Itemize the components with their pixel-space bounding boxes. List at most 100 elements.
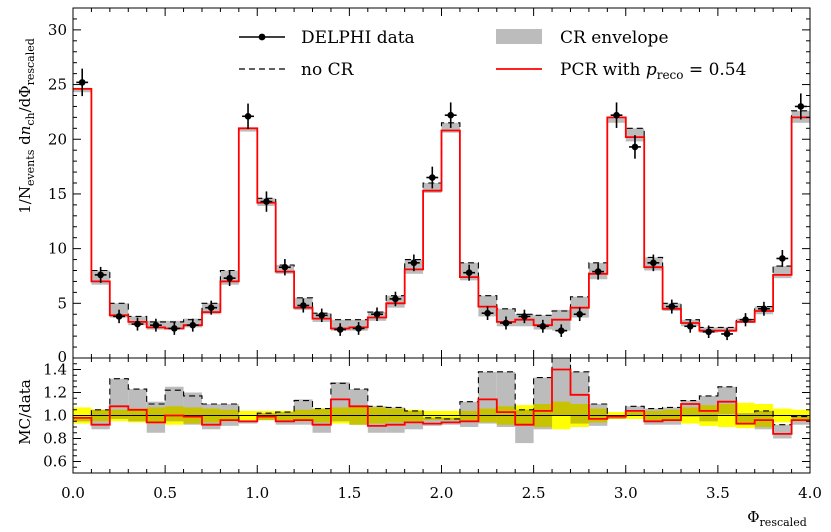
bottom-envelope-bin: [109, 378, 129, 419]
band-envelope-overlap-bin: [699, 405, 718, 422]
bottom-envelope-bin: [441, 417, 460, 425]
legend-item-no-cr: no CR: [239, 60, 355, 80]
x-tick-label: 1.0: [245, 484, 269, 502]
data-point: [355, 325, 362, 332]
top-pcr-layer: [73, 88, 810, 332]
data-point: [373, 310, 381, 318]
bottom-no-cr-line: [73, 357, 810, 426]
data-point: [723, 330, 731, 338]
data-point: [263, 198, 270, 205]
top-y-tick-label: 15: [48, 185, 67, 203]
data-point: [613, 111, 620, 119]
band-envelope-overlap-bin: [441, 417, 460, 421]
bottom-envelope-bin: [423, 417, 442, 426]
data-point: [300, 302, 307, 309]
band-envelope-overlap-bin: [275, 412, 295, 421]
legend-item-cr-envelope: CR envelope: [496, 28, 669, 48]
band-envelope-overlap-bin: [681, 407, 700, 417]
data-point: [686, 322, 694, 330]
data-point: [244, 112, 252, 120]
band-envelope-overlap-bin: [552, 401, 571, 416]
data-point: [392, 295, 399, 303]
band-envelope-overlap-bin: [330, 407, 350, 422]
data-point: [115, 313, 123, 320]
data-point: [428, 174, 436, 181]
bottom-y-tick-label: 0.6: [43, 453, 67, 471]
legend-item-delphi-data: DELPHI data: [239, 28, 415, 48]
bottom-y-axis-label: MC/data: [16, 379, 34, 444]
data-point: [189, 321, 197, 329]
bottom-y-tick-label: 0.8: [43, 430, 67, 448]
data-point: [631, 143, 639, 151]
bottom-pcr-layer: [73, 368, 810, 435]
bottom-y-tick-label: 1.2: [43, 384, 67, 402]
data-point: [779, 255, 786, 262]
data-point: [705, 328, 712, 336]
x-tick-label: 4.0: [798, 484, 822, 502]
data-point: [557, 327, 565, 334]
legend-item-pcr: PCR with preco = 0.54: [496, 60, 746, 82]
axes-frames: 0.0 0.5 1.0 1.5 2.0 2.5 3.0 3.5 4.0 5 10 15 20 25 30 0 0…: [43, 7, 822, 502]
band-envelope-overlap-bin: [625, 412, 645, 416]
band-envelope-overlap-bin: [165, 406, 184, 422]
top-y-tick-label: 20: [48, 130, 67, 148]
data-point: [207, 304, 215, 311]
band-envelope-overlap-bin: [73, 417, 92, 422]
data-point: [318, 312, 326, 319]
top-y-tick-label: 5: [57, 294, 67, 312]
data-point: [668, 303, 676, 310]
band-envelope-overlap-bin: [423, 417, 442, 421]
band-envelope-overlap-bin: [754, 410, 774, 427]
x-tick-label: 1.5: [337, 484, 361, 502]
data-point: [410, 259, 418, 267]
data-point: [134, 320, 141, 328]
top-pcr-line: [73, 88, 810, 332]
x-tick-label: 0.0: [61, 484, 85, 502]
top-envelope-bin: [625, 128, 645, 142]
data-point: [521, 313, 528, 320]
data-point: [539, 322, 547, 330]
x-tick-label: 2.0: [430, 484, 454, 502]
data-point: [281, 263, 289, 271]
band-envelope-overlap-bin: [717, 404, 737, 415]
data-point: [594, 268, 602, 275]
legend-label-data: DELPHI data: [301, 28, 415, 48]
bottom-envelope-bin: [773, 424, 792, 439]
bottom-envelope-bin: [238, 421, 258, 424]
legend-label-cr-envelope: CR envelope: [560, 28, 669, 48]
top-envelope-bin: [238, 128, 258, 132]
data-point: [650, 259, 657, 267]
data-point: [760, 305, 768, 313]
legend: DELPHI data no CR CR envelope PCR with p…: [239, 28, 746, 82]
band-envelope-overlap-bin: [570, 404, 589, 424]
bottom-y-tick-label: 1.0: [43, 407, 67, 425]
data-point: [502, 319, 510, 327]
legend-envelope-swatch: [496, 29, 542, 44]
data-point: [797, 103, 805, 110]
top-y-tick-label: 30: [48, 21, 67, 39]
data-point: [171, 325, 178, 332]
data-point: [336, 326, 344, 333]
data-point: [97, 271, 104, 279]
data-point: [226, 274, 233, 282]
x-tick-label: 3.5: [706, 484, 730, 502]
bottom-no-cr-layer: [73, 357, 810, 426]
x-tick-label: 0.5: [153, 484, 177, 502]
top-data-points-layer: [76, 68, 807, 341]
bottom-y-tick-label: 1.4: [43, 361, 67, 379]
bottom-envelope-bin: [552, 358, 571, 416]
band-envelope-overlap-bin: [515, 409, 534, 426]
x-tick-label: 3.0: [614, 484, 638, 502]
x-tick-label: 2.5: [522, 484, 546, 502]
band-envelope-overlap-bin: [109, 409, 129, 419]
legend-label-pcr: PCR with preco = 0.54: [560, 60, 746, 82]
data-point: [447, 111, 455, 119]
band-envelope-overlap-bin: [128, 408, 147, 422]
band-envelope-overlap-bin: [791, 415, 810, 422]
top-y-axis-label: 1/Nevents dnch/dΦrescaled: [16, 38, 37, 214]
top-envelope-bin: [773, 266, 792, 279]
data-point: [576, 310, 583, 318]
band-envelope-overlap-bin: [404, 410, 424, 422]
bottom-pcr-line: [73, 368, 810, 435]
